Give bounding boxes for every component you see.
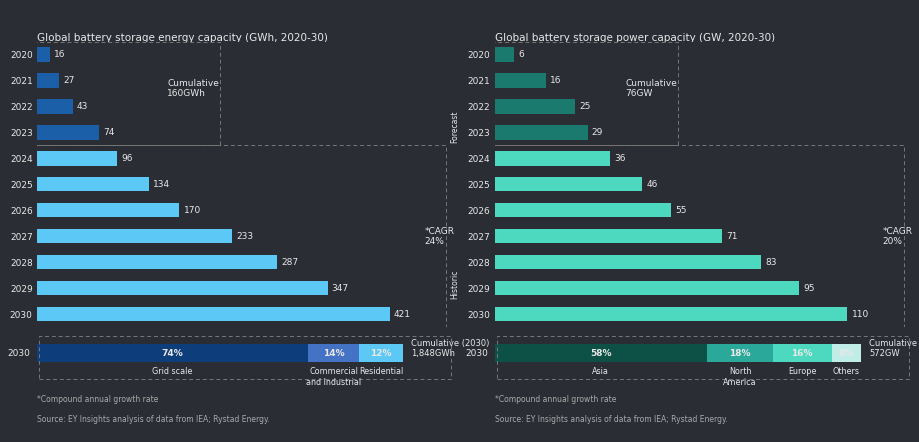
Text: 170: 170: [183, 206, 200, 215]
Text: 12%: 12%: [370, 349, 391, 358]
Text: 95: 95: [802, 284, 814, 293]
Bar: [37, 177, 149, 191]
Text: 421: 421: [393, 309, 410, 319]
Text: 16: 16: [550, 76, 561, 85]
Text: Cumulative (2030)
1,848GWh: Cumulative (2030) 1,848GWh: [411, 339, 489, 358]
Text: 36: 36: [614, 154, 625, 163]
Text: Historic: Historic: [0, 270, 2, 299]
Text: 6: 6: [517, 50, 523, 59]
Text: 96: 96: [121, 154, 133, 163]
Bar: [37, 229, 232, 244]
Text: Global battery storage energy capacity (GWh, 2020-30): Global battery storage energy capacity (…: [37, 33, 327, 42]
Bar: [494, 281, 799, 295]
Bar: [308, 344, 358, 362]
Text: Forecast: Forecast: [450, 111, 460, 144]
Bar: [494, 203, 670, 217]
Text: 347: 347: [332, 284, 348, 293]
Bar: [494, 177, 641, 191]
Bar: [494, 307, 846, 321]
Bar: [37, 203, 179, 217]
Text: 55: 55: [675, 206, 686, 215]
Text: 74: 74: [103, 128, 114, 137]
Text: 110: 110: [851, 309, 868, 319]
Bar: [707, 344, 772, 362]
Bar: [494, 255, 760, 269]
Text: 16: 16: [54, 50, 66, 59]
Text: Global battery storage power capacity (GW, 2020-30): Global battery storage power capacity (G…: [494, 33, 774, 42]
Bar: [37, 99, 73, 114]
Bar: [37, 344, 308, 362]
Text: Commercial
and Industrial: Commercial and Industrial: [305, 367, 360, 387]
Bar: [494, 47, 514, 62]
Text: *CAGR
20%: *CAGR 20%: [881, 227, 912, 246]
Text: 29: 29: [591, 128, 603, 137]
Bar: [494, 229, 721, 244]
Text: Cumulative (2030)
572GW: Cumulative (2030) 572GW: [868, 339, 919, 358]
Text: 233: 233: [236, 232, 253, 241]
Text: 25: 25: [578, 102, 590, 111]
Text: Asia: Asia: [592, 367, 608, 377]
Bar: [494, 344, 707, 362]
Bar: [37, 125, 98, 140]
Text: 58%: 58%: [589, 349, 611, 358]
Text: *CAGR
24%: *CAGR 24%: [425, 227, 454, 246]
Bar: [37, 281, 327, 295]
Bar: [37, 255, 277, 269]
Bar: [37, 151, 117, 165]
Text: *Compound annual growth rate: *Compound annual growth rate: [37, 395, 158, 404]
Text: 287: 287: [281, 258, 299, 267]
Text: Europe: Europe: [788, 367, 815, 377]
Text: 71: 71: [726, 232, 737, 241]
Text: North
America: North America: [722, 367, 756, 387]
Text: Source: EY Insights analysis of data from IEA; Rystad Energy.: Source: EY Insights analysis of data fro…: [37, 415, 269, 424]
Text: *Compound annual growth rate: *Compound annual growth rate: [494, 395, 616, 404]
Text: 83: 83: [764, 258, 776, 267]
Text: 2030: 2030: [465, 349, 488, 358]
Text: 43: 43: [77, 102, 88, 111]
Text: Forecast: Forecast: [0, 111, 2, 144]
Text: Cumulative
76GW: Cumulative 76GW: [624, 79, 676, 98]
Bar: [37, 73, 60, 88]
Bar: [37, 47, 51, 62]
Text: 18%: 18%: [729, 349, 750, 358]
Bar: [831, 344, 860, 362]
Text: Cumulative
160GWh: Cumulative 160GWh: [167, 79, 219, 98]
Bar: [494, 73, 545, 88]
Text: 27: 27: [63, 76, 75, 85]
Text: New annual capacity additions (GW): New annual capacity additions (GW): [548, 45, 748, 55]
Text: 134: 134: [153, 180, 170, 189]
Text: 16%: 16%: [790, 349, 812, 358]
Text: 8%: 8%: [838, 349, 853, 358]
Text: 2030: 2030: [7, 349, 30, 358]
Bar: [37, 307, 389, 321]
Text: 46: 46: [646, 180, 657, 189]
Text: Source: EY Insights analysis of data from IEA; Rystad Energy.: Source: EY Insights analysis of data fro…: [494, 415, 727, 424]
Text: Others: Others: [832, 367, 858, 377]
Text: Historic: Historic: [450, 270, 460, 299]
Text: New annual energy additions (GWh): New annual energy additions (GWh): [91, 45, 290, 55]
Text: Residential: Residential: [358, 367, 403, 377]
Bar: [494, 99, 574, 114]
Bar: [494, 151, 609, 165]
Bar: [772, 344, 831, 362]
Bar: [358, 344, 403, 362]
Text: Grid scale: Grid scale: [152, 367, 192, 377]
Text: 74%: 74%: [161, 349, 183, 358]
Text: 14%: 14%: [323, 349, 344, 358]
Bar: [494, 125, 587, 140]
